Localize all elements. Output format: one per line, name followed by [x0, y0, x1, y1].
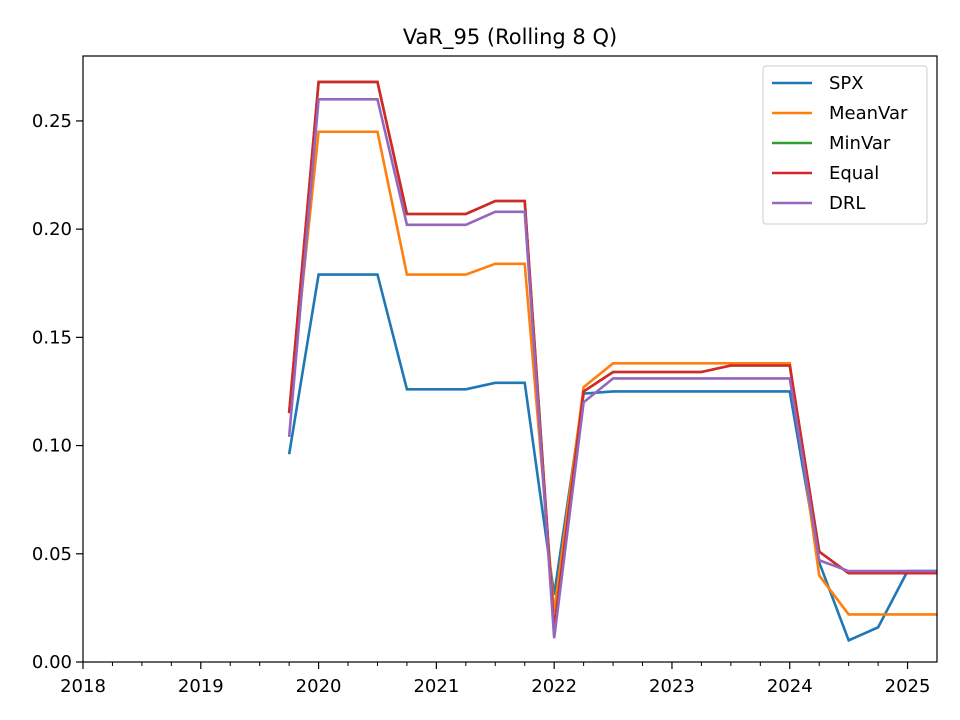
axes-layer: 2018 2019 2020 2021 2022 2023 2024 2025 0.00 0.05…	[32, 55, 938, 697]
series-line-equal	[287, 80, 937, 630]
y-tick-label: 0.25	[32, 111, 72, 132]
legend-label-meanvar: MeanVar	[829, 103, 908, 124]
x-tick-label: 2021	[413, 676, 459, 697]
legend-label-spx: SPX	[829, 73, 864, 94]
x-tick-label: 2020	[296, 676, 342, 697]
legend-box	[762, 65, 928, 225]
chart-title: VaR_95 (Rolling 8 Q)	[403, 25, 617, 50]
x-tick-label: 2025	[885, 676, 931, 697]
legend: SPX MeanVar MinVar Equal DRL	[762, 65, 928, 225]
x-tick-label: 2022	[531, 676, 577, 697]
legend-label-equal: Equal	[829, 163, 879, 184]
series-line-meanvar	[287, 130, 937, 616]
series-layer	[287, 80, 937, 643]
series-line-spx	[287, 273, 937, 643]
legend-label-minvar: MinVar	[829, 133, 891, 154]
x-tick-label: 2018	[60, 676, 106, 697]
x-tick-label: 2023	[649, 676, 695, 697]
y-tick-label: 0.10	[32, 436, 72, 457]
y-tick-label: 0.00	[32, 652, 72, 673]
y-tick-label: 0.20	[32, 219, 72, 240]
plot-frame	[82, 55, 938, 663]
x-tick-label: 2024	[767, 676, 813, 697]
series-line-drl	[287, 97, 937, 639]
legend-label-drl: DRL	[829, 193, 865, 214]
x-tick-label: 2019	[178, 676, 224, 697]
y-tick-label: 0.05	[32, 544, 72, 565]
y-tick-label: 0.15	[32, 327, 72, 348]
